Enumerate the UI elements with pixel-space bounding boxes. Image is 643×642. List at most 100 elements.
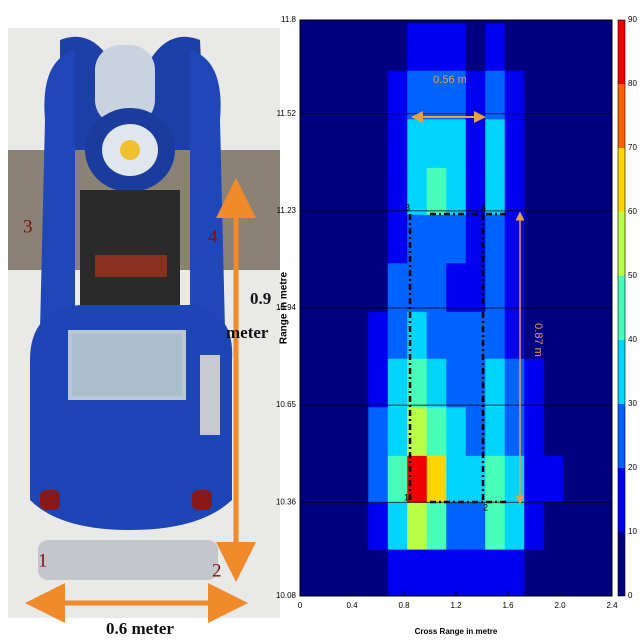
contour-cell <box>426 406 447 456</box>
contour-cell <box>543 358 564 408</box>
y-tick-label: 10.08 <box>276 591 297 600</box>
contour-cell <box>485 70 506 120</box>
contour-cell <box>524 167 545 215</box>
x-tick-label: 0.4 <box>346 601 358 610</box>
corner-label: 1 <box>38 550 48 571</box>
contour-cell <box>563 455 584 503</box>
contour-cell <box>504 311 525 359</box>
contour-cell <box>563 214 584 264</box>
contour-cell <box>368 502 389 550</box>
colorbar-frame <box>617 19 626 597</box>
contour-cell <box>485 311 506 359</box>
contour-cell <box>387 214 408 264</box>
width-label: 0.6 meter <box>106 619 174 638</box>
contour-cell <box>465 23 486 71</box>
contour-cell <box>504 502 525 550</box>
toy-car-photo: 3 4 1 2 0.9 meter 0.6 meter <box>8 28 280 638</box>
contour-cell <box>348 311 369 359</box>
contour-cell <box>563 118 584 168</box>
y-tick-label: 10.36 <box>276 497 297 506</box>
contour-cell <box>348 214 369 264</box>
contour-cell <box>563 262 584 312</box>
x-tick-label: 0 <box>298 601 303 610</box>
contour-cell <box>407 311 428 359</box>
contour-cell <box>407 70 428 120</box>
colorbar-segment <box>618 532 625 596</box>
contour-cell <box>485 23 506 71</box>
contour-cell <box>543 549 564 597</box>
contour-cell <box>465 118 486 168</box>
height-label: meter <box>226 323 269 342</box>
contour-cell <box>485 549 506 597</box>
contour-cell <box>426 167 447 215</box>
contour-cell <box>524 502 545 550</box>
x-tick-label: 2.0 <box>554 601 566 610</box>
x-tick-label: 0.8 <box>398 601 410 610</box>
contour-cell <box>407 455 428 503</box>
contour-cell <box>368 455 389 503</box>
corner-label: 4 <box>481 202 486 212</box>
contour-cell <box>368 406 389 456</box>
contour-cell <box>426 118 447 168</box>
x-tick-label: 1.6 <box>502 601 514 610</box>
contour-cell <box>348 70 369 120</box>
contour-cell <box>368 167 389 215</box>
contour-cell <box>524 455 545 503</box>
contour-cell <box>504 262 525 312</box>
contour-cell <box>387 502 408 550</box>
contour-cell <box>348 118 369 168</box>
colorbar-tick-label: 60 <box>628 207 637 216</box>
contour-cell <box>407 23 428 71</box>
contour-cell <box>543 167 564 215</box>
contour-cell <box>407 262 428 312</box>
contour-cell <box>485 406 506 456</box>
contour-cell <box>485 502 506 550</box>
contour-cell <box>524 118 545 168</box>
colorbar-segment <box>618 148 625 212</box>
contour-cell <box>543 262 564 312</box>
colorbar-segment <box>618 340 625 404</box>
colorbar-segment <box>618 468 625 532</box>
contour-cell <box>368 70 389 120</box>
contour-cell <box>407 167 428 215</box>
contour-cell <box>543 502 564 550</box>
contour-cell <box>407 549 428 597</box>
contour-cell <box>524 549 545 597</box>
contour-cell <box>465 311 486 359</box>
contour-cell <box>485 214 506 264</box>
contour-cell <box>446 455 467 503</box>
contour-cell <box>446 549 467 597</box>
contour-cell <box>543 23 564 71</box>
y-tick-label: 10.94 <box>276 303 297 312</box>
contour-cell <box>524 262 545 312</box>
width-annotation: 0.56 m <box>433 74 467 86</box>
colorbar-tick-label: 50 <box>628 271 637 280</box>
y-tick-label: 11.8 <box>281 15 297 24</box>
contour-cell <box>387 406 408 456</box>
contour-cell <box>485 455 506 503</box>
contour-cell <box>524 70 545 120</box>
height-annotation: 0.87 m <box>532 323 544 357</box>
contour-cell <box>465 406 486 456</box>
contour-cell <box>563 311 584 359</box>
contour-cell <box>465 358 486 408</box>
contour-cell <box>368 549 389 597</box>
contour-cell <box>485 358 506 408</box>
contour-cell <box>543 311 564 359</box>
contour-cell <box>407 118 428 168</box>
colorbar-segment <box>618 212 625 276</box>
contour-cell <box>465 214 486 264</box>
contour-cell <box>465 167 486 215</box>
height-label: 0.9 <box>250 289 271 308</box>
contour-cell <box>348 23 369 71</box>
contour-cell <box>504 214 525 264</box>
contour-cell <box>426 455 447 503</box>
contour-cell <box>426 262 447 312</box>
contour-cell <box>368 358 389 408</box>
contour-cell <box>543 70 564 120</box>
corner-label: 3 <box>405 202 410 212</box>
contour-cell <box>387 549 408 597</box>
contour-cell <box>524 311 545 359</box>
contour-cell <box>543 214 564 264</box>
